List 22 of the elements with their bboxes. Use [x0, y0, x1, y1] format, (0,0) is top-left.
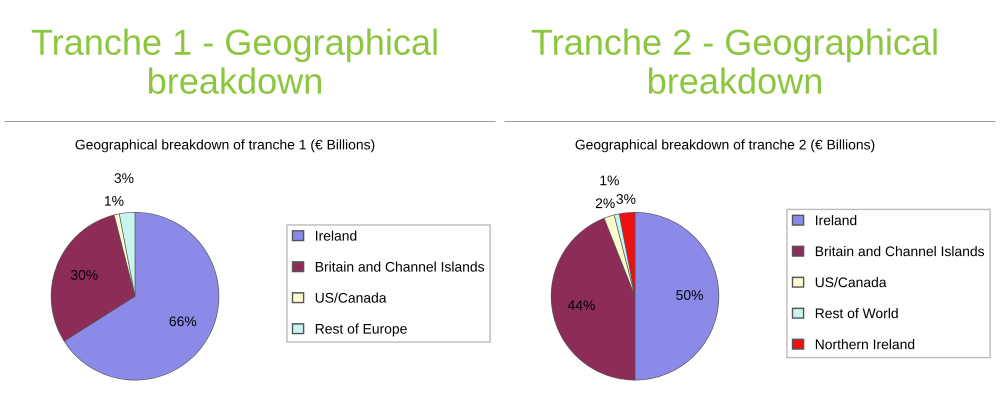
legend-label: US/Canada [816, 277, 887, 288]
legend-label: Rest of Europe [316, 324, 407, 336]
chart-subtitle: Geographical breakdown of tranche 2 (€ Billions) [576, 139, 874, 152]
data-label: 2% [596, 198, 615, 208]
data-label: 30% [70, 270, 98, 280]
data-label: 44% [568, 300, 595, 310]
chart-title: Tranche 2 - Geographical breakdown [532, 28, 937, 94]
data-label: 3% [114, 173, 134, 184]
legend-label: Britain and Channel Islands [316, 262, 484, 272]
chart-title: Tranche 1 - Geographical breakdown [32, 28, 437, 94]
data-label: 1% [600, 176, 619, 186]
legend-label: Ireland [316, 230, 356, 241]
legend-label: Northern Ireland [816, 339, 914, 350]
legend-label: US/Canada [316, 292, 387, 303]
legend-label: Britain and Channel Islands [816, 246, 984, 256]
data-label: 3% [616, 194, 636, 204]
legend-label: Rest of World [816, 308, 898, 318]
data-label: 66% [170, 316, 196, 326]
legend-label: Ireland [816, 215, 856, 226]
data-label: 50% [676, 290, 703, 300]
chart-subtitle: Geographical breakdown of tranche 1 (€ Billions) [76, 139, 374, 152]
data-label: 1% [104, 196, 124, 206]
